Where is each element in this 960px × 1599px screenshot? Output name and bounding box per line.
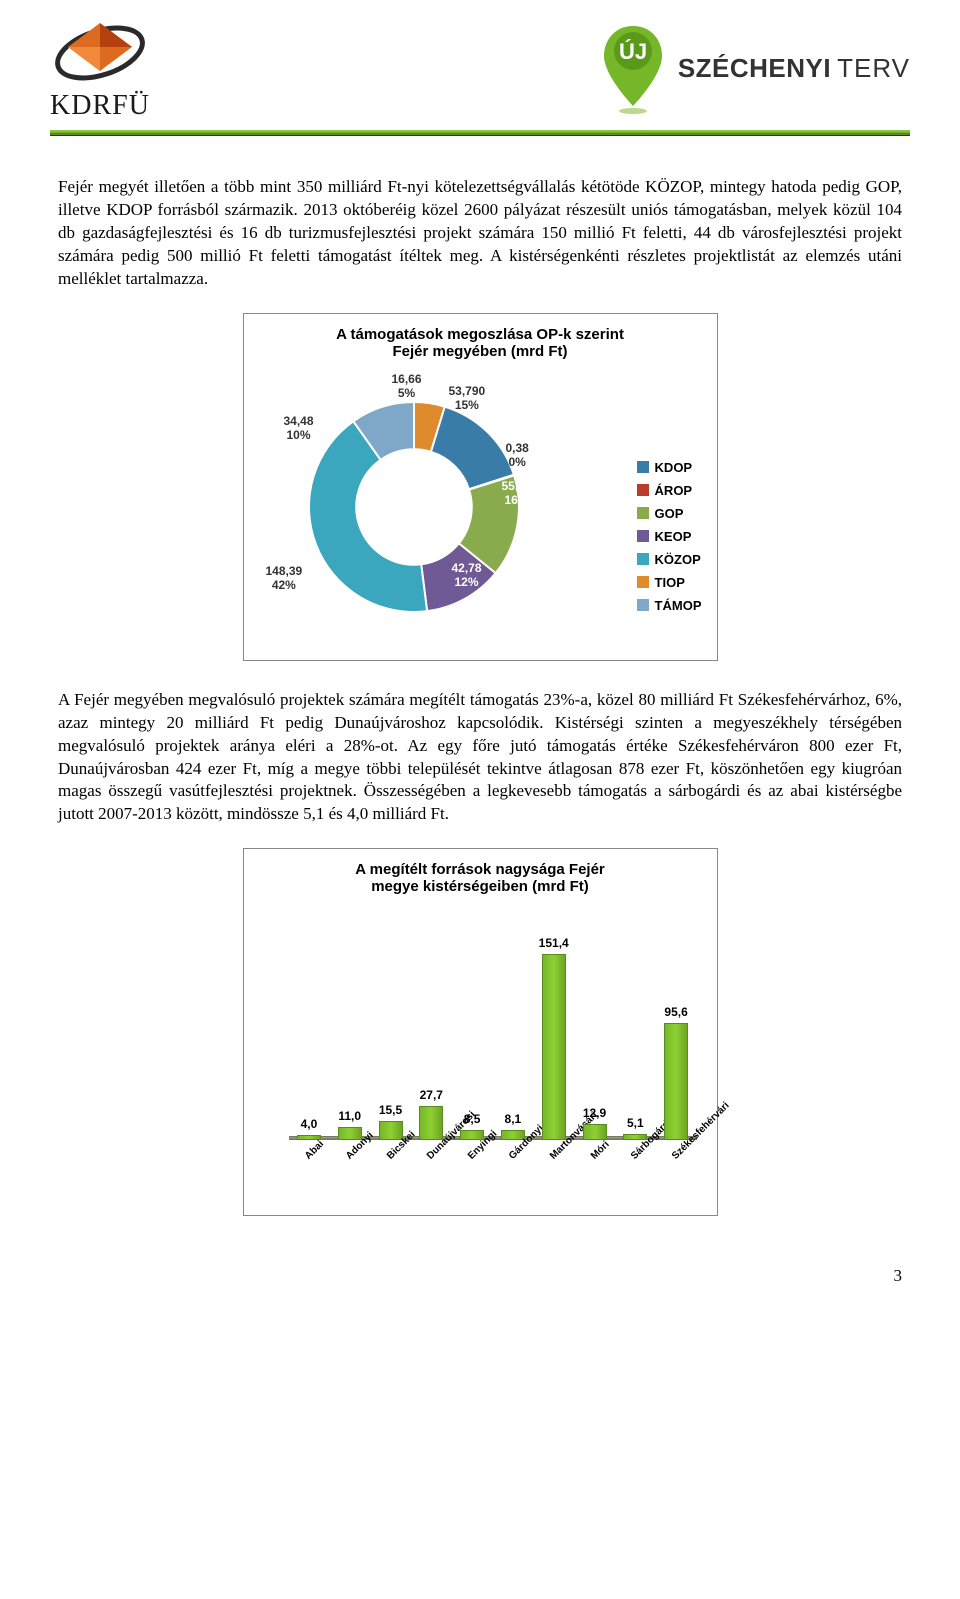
legend-item-gop: GOP bbox=[637, 506, 702, 521]
legend-swatch bbox=[637, 484, 649, 496]
donut-legend: KDOP ÁROP GOP KEOP KÖZOP TIOP TÁMOP bbox=[637, 460, 702, 621]
bar-chart-title: A megítélt források nagysága Fejér megye… bbox=[244, 849, 717, 905]
legend-item-tiop: TIOP bbox=[637, 575, 702, 590]
bar-móri bbox=[583, 1124, 607, 1140]
bar-value-label: 95,6 bbox=[651, 1005, 701, 1019]
legend-swatch bbox=[637, 507, 649, 519]
kdrfu-icon bbox=[50, 15, 150, 90]
bar-chart-box: A megítélt források nagysága Fejér megye… bbox=[243, 848, 718, 1216]
bar-székesfehérvári bbox=[664, 1023, 688, 1141]
bar-chart-area: 4,0Abai11,0Adonyi15,5Bicskei27,7Dunaújvá… bbox=[244, 905, 717, 1215]
slice-label-arop: 0,38 0% bbox=[506, 442, 529, 470]
slice-label-kozop: 148,39 42% bbox=[266, 565, 303, 593]
legend-label: KÖZOP bbox=[655, 552, 701, 567]
donut-wrap: 16,66 5% 53,790 15% 34,48 10% 0,38 0% 55… bbox=[254, 367, 574, 637]
bar-value-label: 27,7 bbox=[406, 1088, 456, 1102]
bar-value-label: 15,5 bbox=[366, 1103, 416, 1117]
donut-chart-box: A támogatások megoszlása OP-k szerint Fe… bbox=[243, 313, 718, 661]
page-number: 3 bbox=[0, 1236, 960, 1296]
slice-label-gop: 55,23 16% bbox=[502, 480, 532, 508]
legend-label: TÁMOP bbox=[655, 598, 702, 613]
paragraph-2: A Fejér megyében megvalósuló projektek s… bbox=[58, 689, 902, 827]
legend-label: GOP bbox=[655, 506, 684, 521]
legend-label: TIOP bbox=[655, 575, 685, 590]
legend-item-támop: TÁMOP bbox=[637, 598, 702, 613]
legend-item-kdop: KDOP bbox=[637, 460, 702, 475]
legend-swatch bbox=[637, 599, 649, 611]
legend-label: KEOP bbox=[655, 529, 692, 544]
bar-value-label: 8,1 bbox=[488, 1112, 538, 1126]
logo-kdrfu: KDRFÜ bbox=[50, 15, 150, 122]
szechenyi-thin: TERV bbox=[837, 53, 910, 84]
slice-label-kdop: 53,790 15% bbox=[449, 385, 486, 413]
logo-kdrfu-text: KDRFÜ bbox=[50, 90, 150, 122]
legend-label: KDOP bbox=[655, 460, 693, 475]
bar-dunaújvárosi bbox=[419, 1106, 443, 1140]
paragraph-1: Fejér megyét illetően a több mint 350 mi… bbox=[58, 176, 902, 291]
slice-label-tiop: 16,66 5% bbox=[392, 373, 422, 401]
bar-category-label: Abai bbox=[303, 1139, 326, 1162]
logo-szechenyi-text: SZÉCHENYI TERV bbox=[678, 53, 910, 84]
donut-chart-area: 16,66 5% 53,790 15% 34,48 10% 0,38 0% 55… bbox=[244, 370, 717, 660]
legend-swatch bbox=[637, 461, 649, 473]
bar-category-label: Móri bbox=[589, 1139, 612, 1162]
legend-item-árop: ÁROP bbox=[637, 483, 702, 498]
slice-label-keop: 42,78 12% bbox=[452, 562, 482, 590]
bar-category-label: Gárdonyi bbox=[507, 1123, 546, 1162]
donut-chart-title: A támogatások megoszlása OP-k szerint Fe… bbox=[244, 314, 717, 370]
uj-pin-icon: ÚJ bbox=[598, 21, 668, 116]
donut-slice-kdop bbox=[430, 407, 513, 490]
slice-label-tamop: 34,48 10% bbox=[284, 415, 314, 443]
legend-swatch bbox=[637, 553, 649, 565]
bar-value-label: 151,4 bbox=[529, 936, 579, 950]
uj-text: ÚJ bbox=[619, 39, 647, 64]
bar-plot: 4,0Abai11,0Adonyi15,5Bicskei27,7Dunaújvá… bbox=[289, 923, 697, 1140]
bar-value-label: 5,1 bbox=[610, 1116, 660, 1130]
bar-bicskei bbox=[379, 1121, 403, 1140]
bar-martonvásári bbox=[542, 954, 566, 1140]
logo-szechenyi: ÚJ SZÉCHENYI TERV bbox=[598, 21, 910, 116]
legend-swatch bbox=[637, 530, 649, 542]
legend-item-közop: KÖZOP bbox=[637, 552, 702, 567]
legend-label: ÁROP bbox=[655, 483, 693, 498]
page-content: Fejér megyét illetően a több mint 350 mi… bbox=[0, 136, 960, 1236]
legend-item-keop: KEOP bbox=[637, 529, 702, 544]
page-header: KDRFÜ ÚJ SZÉCHENYI TERV bbox=[0, 0, 960, 130]
legend-swatch bbox=[637, 576, 649, 588]
szechenyi-bold: SZÉCHENYI bbox=[678, 53, 831, 84]
